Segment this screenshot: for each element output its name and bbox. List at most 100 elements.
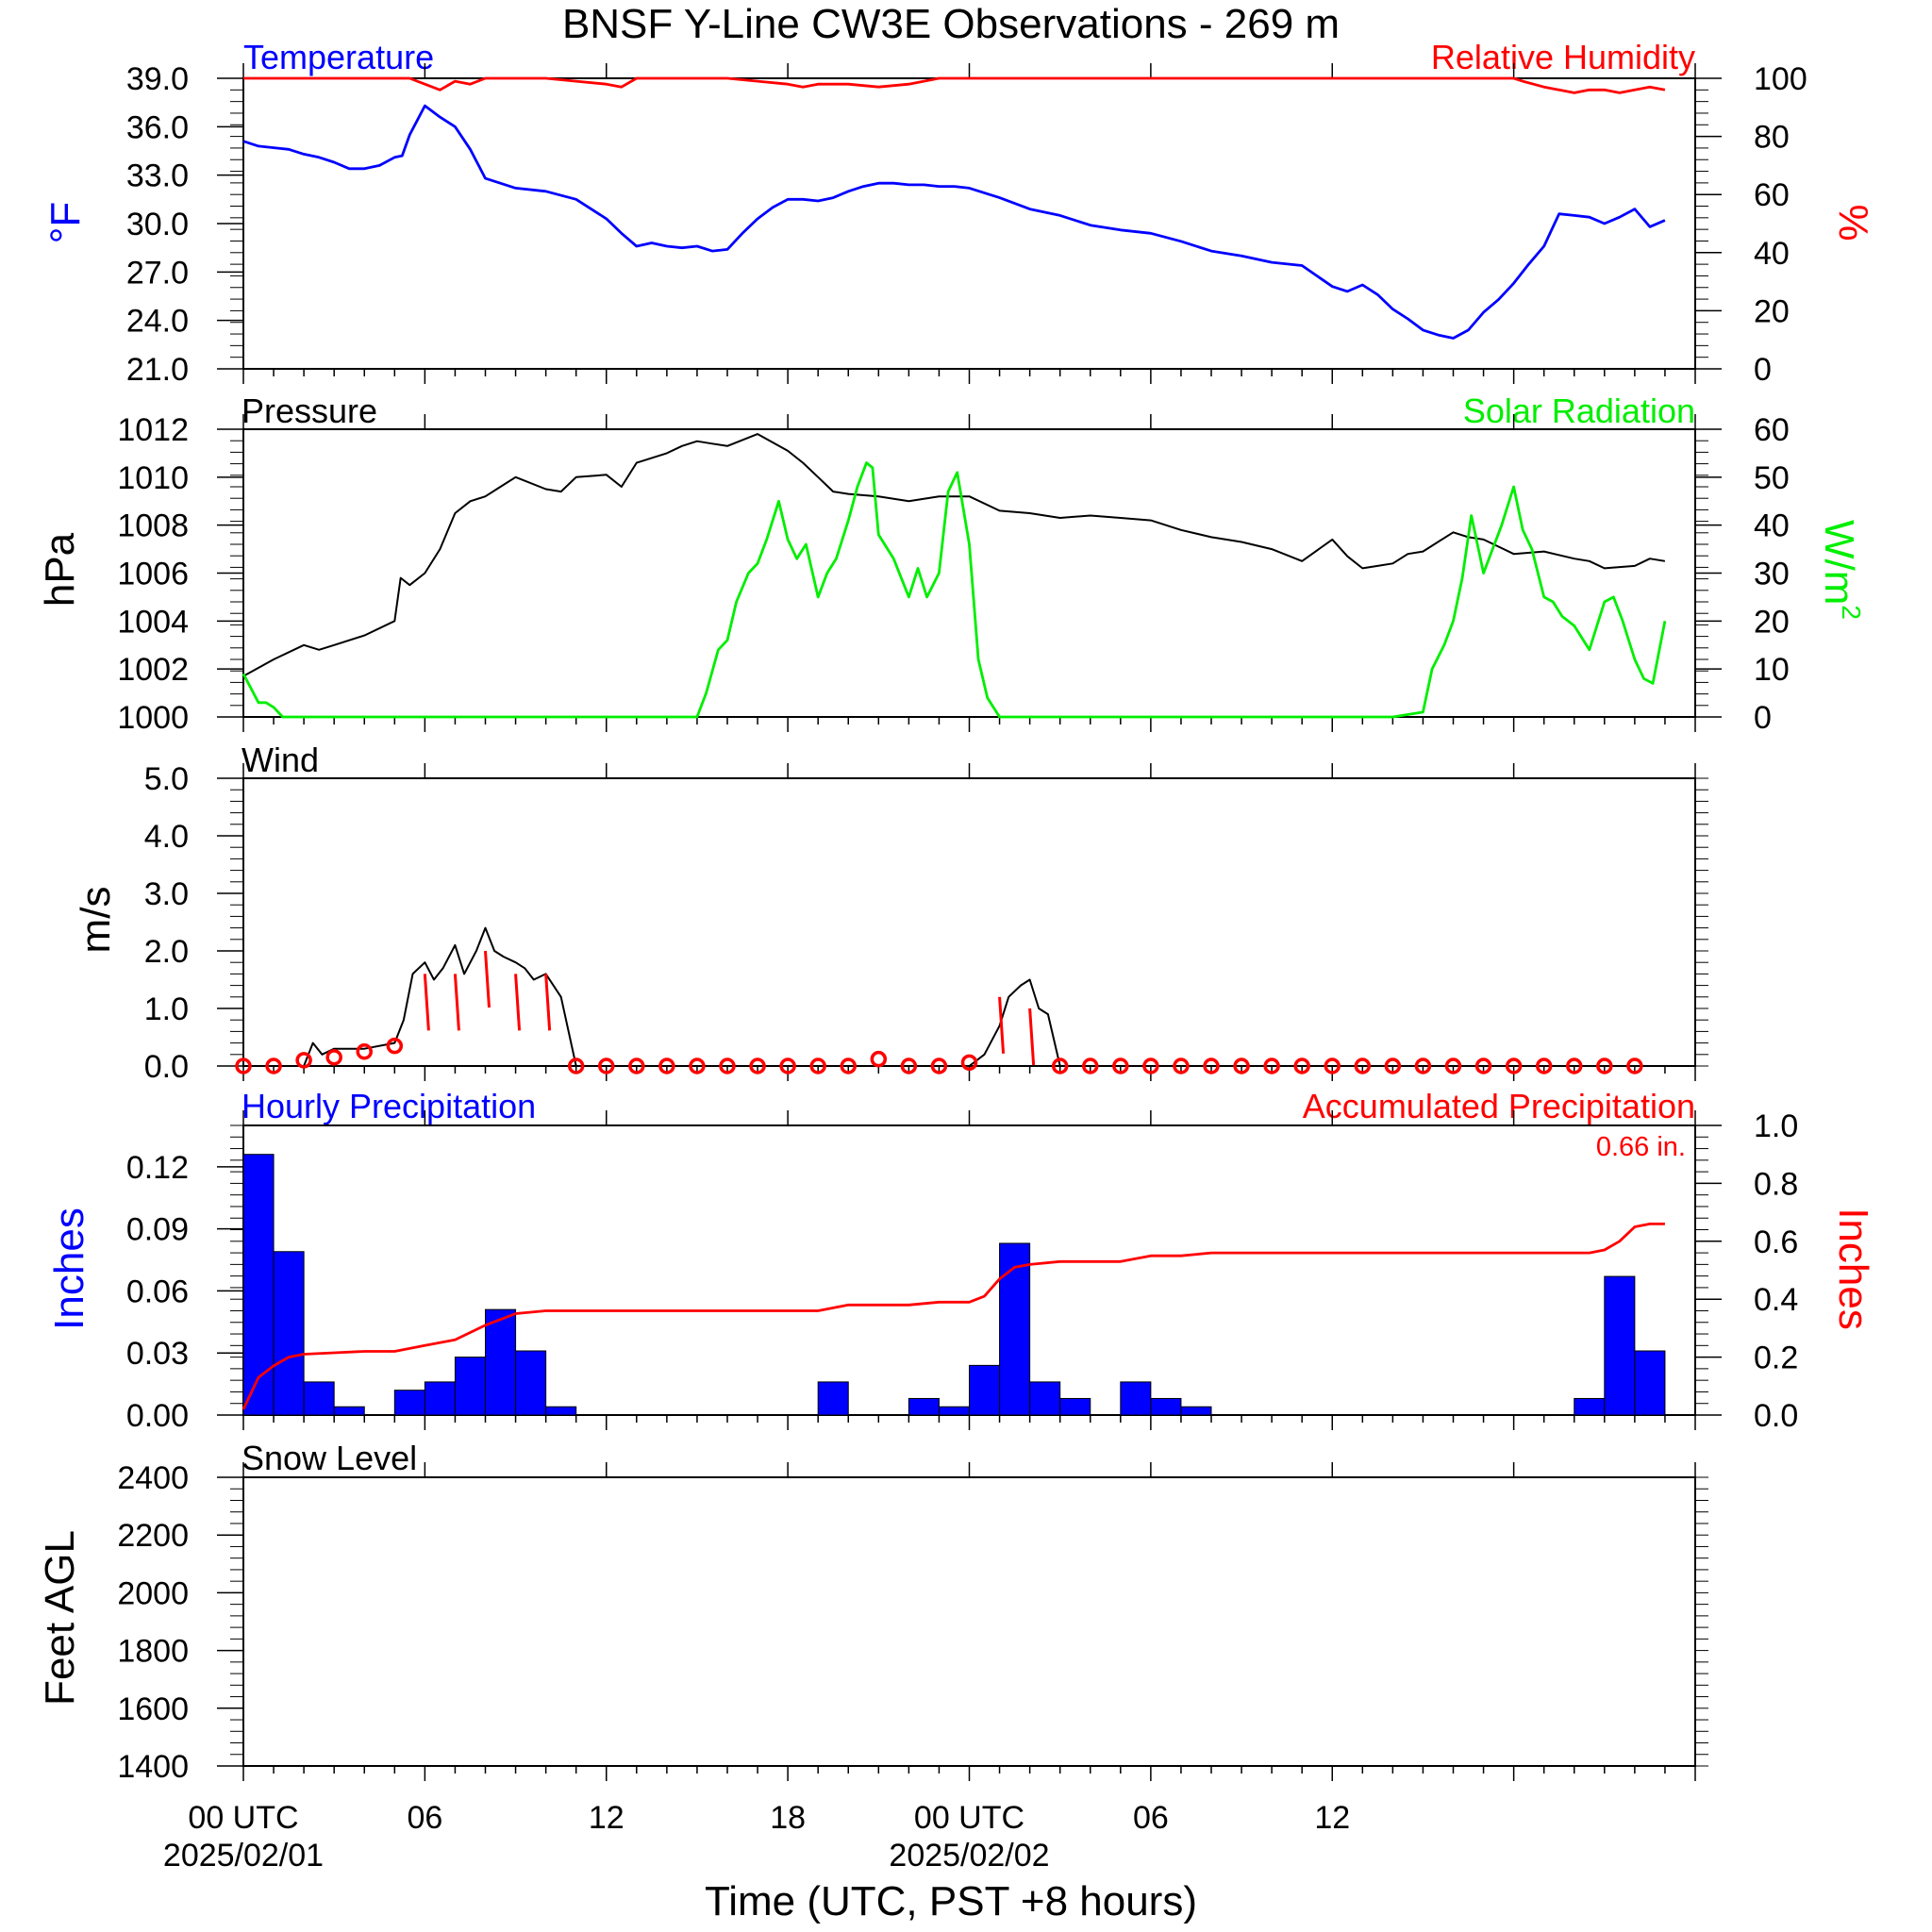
solar-radiation-line <box>242 461 1667 719</box>
temperature-humidity-y2-tick-label: 80 <box>1754 120 1790 156</box>
pressure-solar-y-tick-label: 1006 <box>117 557 189 592</box>
precipitation-y-tick-label: 0.12 <box>126 1150 189 1186</box>
precip-bar <box>1029 1381 1061 1416</box>
wind-y-tick-label: 4.0 <box>144 819 189 855</box>
wind-calm-marker <box>1596 1058 1613 1074</box>
temperature-humidity-y2-tick-label: 40 <box>1754 236 1790 272</box>
wind-calm-marker <box>1082 1058 1099 1074</box>
precip-bar <box>303 1381 335 1416</box>
wind-frame <box>242 777 1696 1067</box>
snow-level-panel-title: Snow Level <box>242 1439 417 1477</box>
wind-y-tick-label: 1.0 <box>144 991 189 1027</box>
precip-bar <box>393 1390 425 1416</box>
wind-calm-marker <box>1414 1058 1432 1074</box>
relative-humidity-line <box>243 76 1666 94</box>
temperature-axis-label: °F <box>42 202 89 243</box>
accumulated-precipitation-line <box>242 1223 1665 1410</box>
precip-bar <box>545 1406 577 1416</box>
pressure-solar-y-tick-label: 1002 <box>117 652 189 688</box>
wind-calm-marker <box>658 1058 675 1074</box>
wind-calm-marker <box>1444 1058 1462 1074</box>
wind-calm-marker <box>1354 1058 1372 1074</box>
precip-bar <box>242 1154 275 1416</box>
accum-precip-annotation: 0.66 in. <box>1596 1132 1686 1162</box>
wind-y-tick-label: 0.0 <box>144 1049 189 1085</box>
humidity-axis-label: % <box>1830 204 1876 241</box>
wind-calm-marker <box>567 1058 585 1074</box>
x-tick-label: 06 <box>407 1800 442 1836</box>
wind-calm-marker <box>930 1058 948 1074</box>
precip-bar <box>969 1364 1001 1416</box>
accum-precip-panel-title: Accumulated Precipitation <box>1303 1087 1695 1125</box>
precipitation-y2-tick-label: 0.4 <box>1754 1282 1798 1318</box>
x-axis-title: Time (UTC, PST +8 hours) <box>705 1878 1197 1924</box>
snow-level-y-tick-label: 1600 <box>117 1691 189 1727</box>
wind-calm-marker <box>628 1058 645 1074</box>
precip-bar <box>1634 1350 1666 1416</box>
snow-level-y-tick-label: 1400 <box>117 1749 189 1785</box>
x-tick-label: 00 UTC <box>188 1800 298 1836</box>
wind-calm-marker <box>689 1058 706 1074</box>
pressure-solar-y-tick-label: 1004 <box>117 604 189 640</box>
temperature-humidity-y-tick-label: 27.0 <box>126 255 189 291</box>
wind-panel-title: Wind <box>242 741 319 779</box>
snow-level-y-tick-label: 1800 <box>117 1634 189 1670</box>
temperature-humidity-y2-tick-label: 60 <box>1754 177 1790 213</box>
precipitation-y2-tick-label: 0.6 <box>1754 1224 1798 1260</box>
wind-calm-marker <box>325 1049 342 1066</box>
snow-level-frame <box>242 1476 1696 1767</box>
pressure-solar-y-tick-label: 1012 <box>117 412 189 448</box>
precip-bar <box>999 1242 1031 1416</box>
wind-y-tick-label: 5.0 <box>144 761 189 797</box>
wind-calm-marker <box>1293 1058 1310 1074</box>
temperature-humidity-y-tick-label: 39.0 <box>126 61 189 97</box>
humidity-panel-title: Relative Humidity <box>1431 38 1695 76</box>
precip-bar <box>1574 1397 1606 1416</box>
wind-calm-marker <box>1626 1058 1643 1074</box>
precipitation-y2-tick-label: 0.8 <box>1754 1166 1798 1202</box>
solar-axis-unit: W/m <box>1816 520 1862 605</box>
wind-calm-marker <box>235 1058 252 1074</box>
temperature-humidity-y-tick-label: 36.0 <box>126 109 189 145</box>
accum-precip-axis-label: Inches <box>1830 1208 1876 1330</box>
x-tick-label: 06 <box>1133 1800 1169 1836</box>
pressure-solar-y2-tick-label: 10 <box>1754 652 1790 688</box>
wind-calm-marker <box>960 1054 978 1072</box>
wind-calm-marker <box>1203 1058 1220 1074</box>
wind-calm-marker <box>1173 1058 1190 1074</box>
wind-calm-marker <box>1535 1058 1553 1074</box>
wind-line <box>243 926 1695 1067</box>
wind-direction-barb <box>1028 1008 1036 1066</box>
precip-bar <box>817 1381 849 1416</box>
pressure-solar-y2-tick-label: 20 <box>1754 604 1790 640</box>
precip-bar <box>1059 1397 1091 1416</box>
wind-calm-marker <box>386 1037 404 1055</box>
pressure-solar-y2-tick-label: 40 <box>1754 508 1790 544</box>
precip-bar <box>908 1397 940 1416</box>
pressure-axis-label: hPa <box>37 532 83 607</box>
hourly-precip-axis-label: Inches <box>46 1208 92 1330</box>
pressure-solar-y-tick-label: 1008 <box>117 508 189 544</box>
solar-panel-title: Solar Radiation <box>1463 391 1695 430</box>
temperature-panel-title: Temperature <box>243 38 434 76</box>
pressure-line <box>242 433 1666 677</box>
wind-calm-marker <box>356 1043 373 1060</box>
hourly-precip-panel-title: Hourly Precipitation <box>242 1087 536 1125</box>
pressure-solar-y-tick-label: 1010 <box>117 460 189 496</box>
precip-bar <box>515 1350 547 1416</box>
solar-axis-label: W/m2 <box>1816 520 1866 620</box>
wind-calm-marker <box>840 1058 857 1074</box>
solar-axis-exponent: 2 <box>1837 605 1866 620</box>
wind-direction-barb <box>484 950 491 1008</box>
pressure-solar-y2-tick-label: 0 <box>1754 700 1772 736</box>
precipitation-y-tick-label: 0.00 <box>126 1398 189 1434</box>
snow-level-y-tick-label: 2400 <box>117 1460 189 1496</box>
wind-direction-barb <box>453 974 460 1031</box>
temperature-humidity-y2-tick-label: 20 <box>1754 293 1790 329</box>
wind-direction-barb <box>544 974 552 1031</box>
pressure-solar-y-tick-label: 1000 <box>117 700 189 736</box>
wind-calm-marker <box>1566 1058 1583 1074</box>
temperature-line <box>242 104 1666 340</box>
snow-level-y-tick-label: 2200 <box>117 1518 189 1554</box>
